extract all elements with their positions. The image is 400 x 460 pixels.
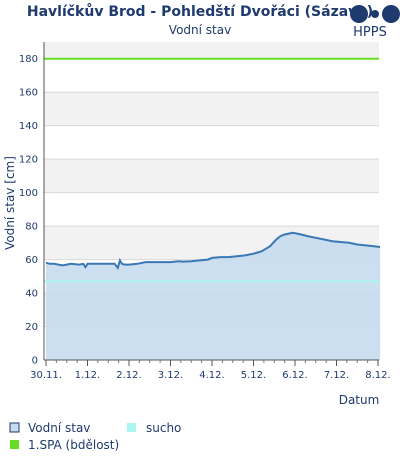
legend-label-sucho: sucho [146, 421, 181, 435]
x-tick-label: 4.12. [199, 370, 224, 381]
y-tick-label: 80 [25, 222, 38, 233]
x-tick-label: 2.12. [116, 370, 141, 381]
x-tick-label: 30.11. [30, 370, 62, 381]
y-axis-label: Vodní stav [cm] [3, 156, 17, 250]
y-tick-label: 40 [25, 289, 38, 300]
chart-subtitle: Vodní stav [169, 23, 231, 37]
y-tick-label: 160 [19, 88, 38, 99]
grid-band [44, 42, 379, 59]
y-tick-label: 0 [32, 356, 38, 367]
logo-dot-2 [371, 10, 379, 18]
grid-band [44, 125, 379, 160]
y-tick-label: 100 [19, 188, 38, 199]
grid-band [44, 159, 379, 193]
legend-label-vodni-stav: Vodní stav [28, 421, 90, 435]
legend: Vodní stav sucho 1.SPA (bdělost) [9, 421, 181, 452]
legend-swatch-sucho [127, 423, 136, 432]
water-level-line [45, 231, 381, 271]
grid-band [44, 58, 379, 93]
x-tick-label: 8.12. [365, 370, 390, 381]
y-tick-label: 140 [19, 121, 38, 132]
brand-logo: HPPS [350, 5, 400, 40]
x-tick-label: 7.12. [324, 370, 349, 381]
legend-label-spa: 1.SPA (bdělost) [28, 438, 119, 452]
chart-title: Havlíčkův Brod - Pohledští Dvořáci (Sáza… [27, 3, 373, 20]
brand-label: HPPS [353, 25, 387, 40]
x-tick-label: 5.12. [241, 370, 266, 381]
grid-band [44, 92, 379, 126]
x-tick-label: 1.12. [75, 370, 100, 381]
y-tick-label: 120 [19, 155, 38, 166]
x-axis-label: Datum [339, 393, 380, 407]
y-tick-label: 60 [25, 255, 38, 266]
x-tick-label: 6.12. [282, 370, 307, 381]
logo-dot-3 [382, 5, 400, 23]
x-tick-label: 3.12. [158, 370, 183, 381]
legend-swatch-spa [10, 440, 19, 449]
plot-area: 0 20 40 60 80 100 120 140 160 180 30.11. 1.12. 2.12.… [19, 42, 391, 381]
grid-band [44, 192, 379, 227]
y-tick-label: 20 [25, 322, 38, 333]
legend-swatch-vodni-stav [9, 422, 20, 433]
logo-dot-1 [350, 5, 368, 23]
y-tick-label: 180 [19, 54, 38, 65]
